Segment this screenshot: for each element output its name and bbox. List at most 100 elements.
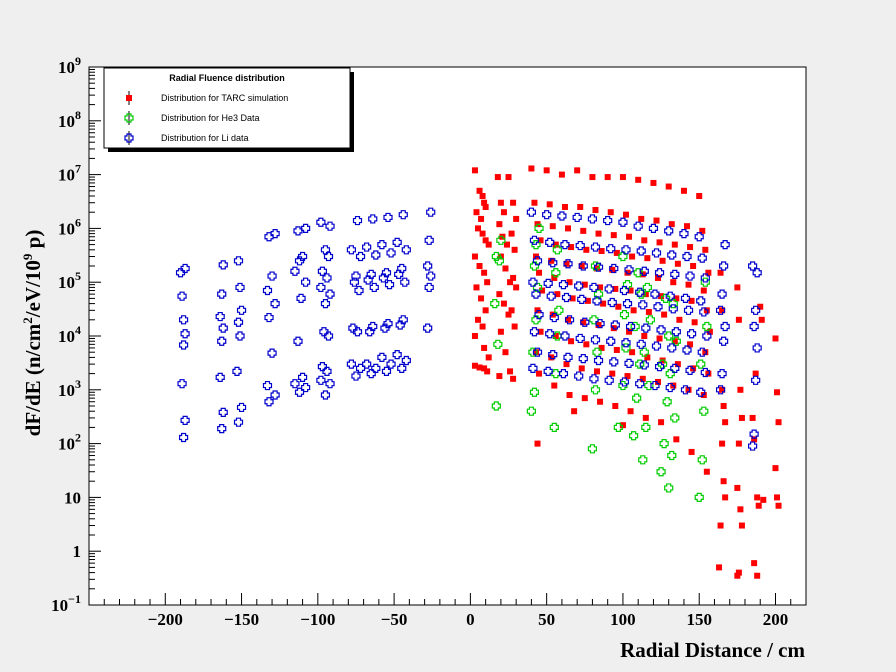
li-point (545, 329, 555, 339)
sim-point (476, 263, 483, 270)
sim-point (566, 392, 573, 399)
sim-point (719, 440, 726, 447)
he3-point (694, 492, 704, 502)
sim-point (607, 209, 614, 216)
li-point (670, 363, 680, 373)
he3-point (593, 289, 604, 299)
li-point (233, 417, 244, 427)
li-point (667, 250, 677, 260)
sim-point (772, 465, 779, 472)
sim-point (568, 244, 575, 251)
legend-marker (124, 113, 134, 123)
sim-point (566, 279, 573, 286)
li-point (177, 379, 187, 389)
he3-point (619, 309, 630, 320)
he3-point (638, 455, 648, 465)
sim-point (479, 193, 486, 200)
sim-point (600, 300, 607, 307)
sim-point (485, 241, 492, 248)
li-point (180, 415, 190, 425)
he3-point (529, 261, 540, 271)
sim-point (757, 303, 764, 310)
li-point (348, 323, 358, 333)
y-axis-title-superscript: 2 (20, 317, 35, 324)
he3-point (664, 483, 674, 493)
sim-point (705, 370, 712, 377)
li-point (301, 277, 311, 287)
he3-point (494, 256, 504, 266)
li-point (381, 366, 392, 376)
li-point (548, 350, 558, 360)
sim-point (503, 241, 510, 248)
li-point (322, 273, 332, 283)
x-tick-label: −200 (148, 610, 183, 629)
sim-point (665, 183, 672, 190)
sim-point (774, 494, 781, 501)
he3-point (702, 321, 712, 332)
li-point (354, 285, 364, 296)
li-point (609, 263, 619, 274)
sim-point (476, 364, 483, 371)
sim-point (659, 257, 666, 264)
he3-point (668, 299, 678, 309)
li-point (177, 291, 187, 301)
sim-point (561, 203, 568, 210)
y-tick-exponent: 2 (75, 431, 81, 445)
sim-point (627, 408, 634, 415)
li-point (542, 210, 552, 220)
sim-point (565, 225, 572, 232)
li-point (233, 256, 244, 266)
sim-point (671, 241, 678, 248)
sim-point (624, 373, 631, 380)
y-tick-label: 103 (58, 377, 81, 400)
li-point (638, 300, 648, 310)
li-point (264, 312, 274, 323)
sim-point (702, 246, 709, 253)
y-tick-base: 10 (58, 273, 75, 292)
sim-point (507, 368, 514, 375)
li-point (322, 366, 332, 376)
he3-point (491, 401, 501, 411)
y-tick-base: 10 (58, 327, 75, 346)
li-point (355, 251, 366, 262)
he3-point (590, 261, 601, 271)
li-point (548, 258, 558, 268)
sim-point (551, 274, 558, 281)
li-point (236, 402, 247, 413)
he3-point (697, 455, 707, 465)
sim-point (497, 199, 504, 206)
li-point (546, 291, 556, 301)
legend-label: Distribution for TARC simulation (161, 93, 288, 103)
sim-point (754, 572, 761, 579)
li-point (606, 244, 616, 254)
li-point (748, 441, 758, 451)
x-tick-label: −150 (224, 610, 259, 629)
li-point (685, 365, 695, 375)
sim-point (479, 323, 486, 330)
li-point (377, 239, 387, 250)
sim-point (592, 206, 599, 213)
sim-point (510, 375, 517, 382)
sim-point (534, 440, 541, 447)
sim-point (734, 284, 741, 291)
li-point (392, 237, 402, 247)
sim-point (629, 253, 636, 260)
li-point (534, 309, 544, 320)
y-axis-title-superscript: 9 (20, 253, 35, 260)
li-point (366, 269, 376, 279)
sim-point (569, 295, 576, 302)
he3-point (491, 251, 501, 262)
he3-point (529, 387, 540, 397)
sim-point (610, 232, 617, 239)
sim-point (481, 199, 488, 206)
li-point (426, 271, 436, 281)
he3-point (613, 422, 623, 433)
y-tick-exponent: 9 (75, 54, 81, 68)
li-point (352, 215, 363, 226)
sim-point (580, 227, 587, 234)
li-point (293, 226, 303, 236)
he3-point (532, 282, 543, 293)
y-tick-label: 108 (58, 108, 81, 131)
sim-point (626, 328, 633, 335)
